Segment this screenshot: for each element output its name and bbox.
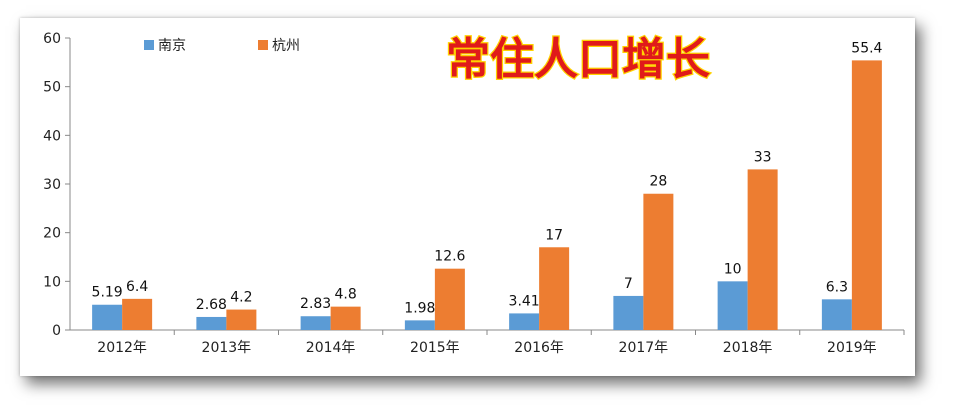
data-label-hangzhou: 17 [545,227,563,243]
data-label-nanjing: 6.3 [826,279,848,295]
y-tick-label: 40 [43,128,61,144]
legend-swatch-nanjing [144,40,154,50]
x-tick-label: 2016年 [514,340,564,356]
bar-nanjing [613,295,644,330]
chart-title: 常住人口增长 [446,34,710,85]
data-label-hangzhou: 28 [649,174,667,190]
y-tick-label: 30 [43,177,61,193]
legend-label-nanjing: 南京 [158,38,186,54]
legend: 南京 杭州 [144,38,300,54]
bar-hangzhou [226,309,257,330]
bar-nanjing [196,316,227,330]
bar-nanjing [300,316,331,330]
y-tick-label: 0 [52,323,61,339]
bar-hangzhou [747,169,778,330]
y-tick-label: 20 [43,226,61,242]
chart-frame: 常住人口增长 南京 杭州 0 10 20 30 40 50 60 2012年 5.19 6.4 20… [20,18,915,376]
bar-nanjing [717,281,748,330]
plot-area: 0 10 20 30 40 50 60 2012年 5.19 6.4 2013年 2.68 4.2 201… [43,31,905,356]
bar-hangzhou [122,298,153,330]
x-tick-label: 2019年 [827,340,877,356]
x-tick-label: 2015年 [410,340,460,356]
bar-hangzhou [539,247,570,330]
data-label-nanjing: 2.83 [300,296,331,312]
bar-chart: 常住人口增长 南京 杭州 0 10 20 30 40 50 60 2012年 5.19 6.4 20… [43,31,905,356]
bar-hangzhou [851,60,882,331]
bar-nanjing [404,320,435,330]
bar-nanjing [821,299,852,330]
data-label-hangzhou: 55.4 [851,40,882,56]
data-label-nanjing: 2.68 [196,297,227,313]
bar-nanjing [509,313,540,330]
bar-nanjing [92,304,123,330]
bar-hangzhou [434,268,465,330]
data-label-nanjing: 3.41 [509,293,540,309]
data-label-nanjing: 1.98 [404,300,435,316]
bar-hangzhou [643,193,674,330]
x-tick-label: 2018年 [723,340,773,356]
y-tick-label: 50 [43,80,61,96]
data-label-hangzhou: 33 [754,149,772,165]
data-label-nanjing: 7 [624,276,633,292]
data-label-nanjing: 10 [724,261,742,277]
data-label-hangzhou: 4.2 [230,290,252,306]
bar-hangzhou [330,306,361,330]
legend-swatch-hangzhou [258,40,268,50]
data-label-hangzhou: 4.8 [334,287,356,303]
data-label-nanjing: 5.19 [92,285,123,301]
data-label-hangzhou: 12.6 [434,249,465,265]
x-tick-label: 2017年 [619,340,669,356]
x-tick-label: 2013年 [202,340,252,356]
y-tick-label: 60 [43,31,61,47]
data-label-hangzhou: 6.4 [126,279,148,295]
legend-label-hangzhou: 杭州 [272,38,300,54]
y-tick-label: 10 [43,274,61,290]
x-tick-label: 2012年 [97,340,147,356]
x-tick-label: 2014年 [306,340,356,356]
